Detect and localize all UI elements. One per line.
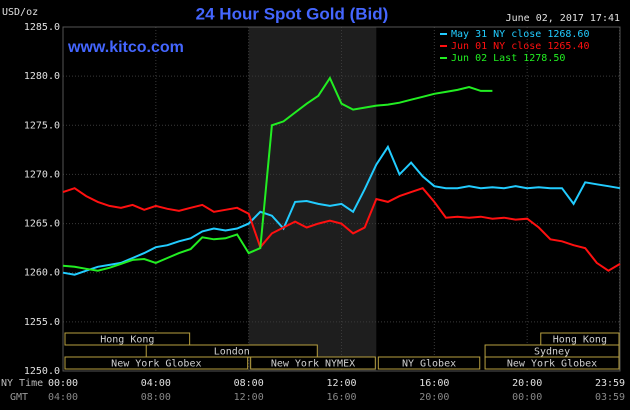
gmt-tick-label: 08:00 (141, 392, 171, 403)
gmt-tick-label: 03:59 (595, 392, 625, 403)
session-label: New York Globex (507, 359, 597, 370)
legend-label: Jun 01 NY close 1265.40 (451, 41, 589, 52)
x-tick-label: 16:00 (419, 378, 449, 389)
series-line (62, 187, 621, 272)
gmt-tick-label: 16:00 (326, 392, 356, 403)
gmt-tick-label: 20:00 (419, 392, 449, 403)
gmt-tick-label: 00:00 (512, 392, 542, 403)
session-label: Sydney (534, 347, 570, 358)
session-box (250, 356, 376, 370)
y-tick-label: 1280.0 (24, 71, 60, 82)
chart-title: 24 Hour Spot Gold (Bid) (196, 4, 389, 23)
x-tick-label: 12:00 (326, 378, 356, 389)
y-tick-label: 1275.0 (24, 120, 60, 131)
y-tick-label: 1265.0 (24, 219, 60, 230)
x-tick-label: 23:59 (595, 378, 625, 389)
x2-axis-label: GMT (10, 392, 28, 403)
session-box (484, 356, 620, 370)
website: www.kitco.com (67, 39, 184, 56)
series-line (62, 76, 493, 272)
x-axis-label: NY Time (1, 378, 43, 389)
session-label: NY Globex (402, 359, 456, 370)
session-box (64, 356, 249, 370)
gmt-tick-label: 04:00 (48, 392, 78, 403)
session-box (377, 356, 481, 370)
x-tick-label: 00:00 (48, 378, 78, 389)
y-axis-label: USD/oz (2, 7, 38, 18)
session-label: Hong Kong (553, 335, 607, 346)
plot-border (62, 26, 621, 372)
x-tick-label: 08:00 (234, 378, 264, 389)
session-label: London (214, 347, 250, 358)
session-label: New York Globex (111, 359, 201, 370)
timestamp: June 02, 2017 17:41 (506, 13, 620, 24)
x-tick-label: 04:00 (141, 378, 171, 389)
legend-label: Jun 02 Last 1278.50 (451, 53, 565, 64)
y-tick-label: 1260.0 (24, 268, 60, 279)
session-label: New York NYMEX (271, 359, 355, 370)
x-tick-label: 20:00 (512, 378, 542, 389)
legend-label: May 31 NY close 1268.60 (451, 29, 589, 40)
y-tick-label: 1255.0 (24, 317, 60, 328)
series-line (62, 144, 621, 276)
gmt-tick-label: 12:00 (234, 392, 264, 403)
y-tick-label: 1285.0 (24, 22, 60, 33)
shaded-band (248, 27, 377, 371)
session-box (64, 332, 191, 346)
y-tick-label: 1250.0 (24, 366, 60, 377)
session-label: Hong Kong (100, 335, 154, 346)
y-tick-label: 1270.0 (24, 169, 60, 180)
